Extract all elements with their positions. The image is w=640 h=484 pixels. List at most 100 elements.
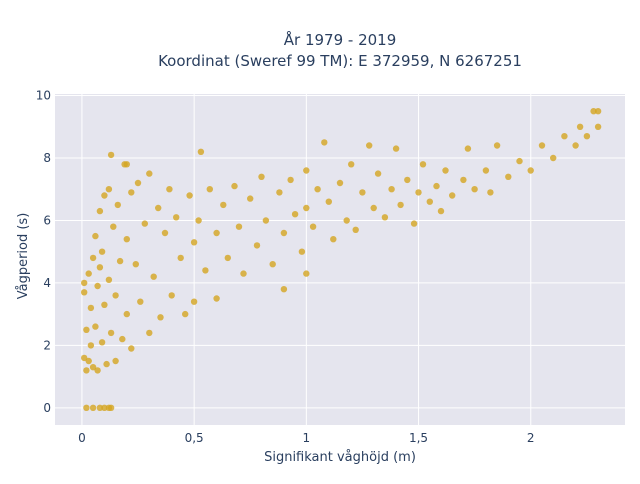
scatter-point (85, 270, 92, 277)
scatter-point (527, 167, 534, 174)
scatter-point (298, 248, 306, 255)
scatter-point (107, 151, 115, 159)
scatter-point (146, 170, 153, 177)
scatter-point (415, 189, 422, 196)
scatter-point (437, 207, 445, 215)
scatter-point (96, 207, 104, 215)
scatter-point (280, 229, 288, 237)
scatter-point (404, 176, 411, 184)
scatter-point (132, 261, 139, 268)
y-tick-label: 8 (43, 151, 51, 165)
scatter-point (168, 292, 175, 299)
scatter-point (92, 232, 99, 240)
scatter-point (177, 254, 184, 262)
scatter-point (464, 145, 472, 152)
scatter-point (94, 282, 101, 290)
scatter-point (576, 123, 584, 130)
scatter-point (107, 329, 115, 337)
scatter-point (336, 179, 344, 187)
scatter-point (410, 220, 418, 227)
scatter-point (94, 367, 101, 374)
scatter-point (516, 157, 523, 165)
scatter-point (594, 123, 602, 130)
scatter-point (388, 186, 395, 193)
scatter-point (81, 354, 88, 362)
scatter-point (482, 167, 490, 174)
scatter-point (309, 223, 317, 230)
scatter-point (269, 261, 276, 268)
scatter-point (116, 257, 124, 265)
y-tick-label: 4 (43, 276, 51, 290)
scatter-point (325, 198, 332, 205)
scatter-point (182, 310, 189, 318)
scatter-point (123, 310, 130, 318)
scatter-point (112, 357, 119, 365)
scatter-point (87, 304, 95, 312)
scatter-point (493, 142, 501, 149)
scatter-point (213, 229, 220, 237)
scatter-point (96, 264, 104, 271)
scatter-point (89, 254, 97, 262)
scatter-point (330, 236, 337, 243)
y-axis-title: Vågperiod (s) (16, 213, 31, 300)
scatter-point (83, 404, 90, 411)
scatter-point (202, 267, 209, 274)
scatter-point (314, 186, 321, 193)
x-tick-label: 0 (78, 431, 86, 445)
scatter-point (359, 189, 366, 196)
x-tick-label: 1 (303, 431, 311, 445)
scatter-point (101, 192, 108, 199)
scatter-point (206, 186, 213, 193)
scatter-point (449, 192, 456, 199)
scatter-point (114, 201, 122, 209)
scatter-point (258, 173, 265, 180)
scatter-point (392, 145, 400, 152)
scatter-point (89, 364, 97, 371)
scatter-point (583, 133, 591, 140)
scatter-point (287, 176, 294, 184)
scatter-point (146, 329, 153, 337)
scatter-point (166, 186, 173, 193)
scatter-point (110, 223, 117, 230)
y-tick-label: 10 (36, 89, 51, 103)
scatter-point (550, 154, 557, 162)
scatter-point (303, 270, 310, 277)
scatter-point (195, 217, 202, 224)
scatter-point (370, 204, 377, 212)
scatter-point (98, 248, 106, 255)
grid-layer (55, 94, 625, 425)
scatter-point (81, 279, 88, 287)
scatter-point (83, 326, 90, 333)
scatter-point (235, 223, 243, 230)
scatter-point (197, 148, 205, 155)
scatter-point (103, 360, 110, 368)
y-tick-label: 2 (43, 338, 51, 352)
chart-title-line-2: Koordinat (Sweref 99 TM): E 372959, N 62… (158, 52, 522, 70)
scatter-point (426, 198, 433, 205)
scatter-point (101, 301, 108, 308)
scatter-point (157, 314, 164, 321)
scatter-point (590, 108, 597, 115)
scatter-point (101, 404, 108, 411)
y-tick-label: 6 (43, 213, 51, 227)
scatter-point (92, 323, 99, 330)
scatter-point (87, 342, 95, 349)
scatter-point (213, 295, 220, 302)
scatter-point (572, 142, 579, 149)
scatter-point (119, 335, 126, 343)
scatter-point (460, 176, 467, 184)
scatter-point (343, 217, 350, 224)
scatter-point (137, 298, 144, 305)
scatter-point (247, 195, 254, 202)
x-tick-label: 2 (527, 431, 535, 445)
scatter-point (433, 182, 440, 190)
scatter-point (381, 214, 389, 221)
scatter-point (303, 167, 310, 174)
scatter-point (231, 182, 238, 190)
scatter-point (594, 108, 602, 115)
scatter-point (186, 192, 193, 199)
scatter-point (538, 142, 546, 149)
scatter-point (107, 404, 115, 411)
